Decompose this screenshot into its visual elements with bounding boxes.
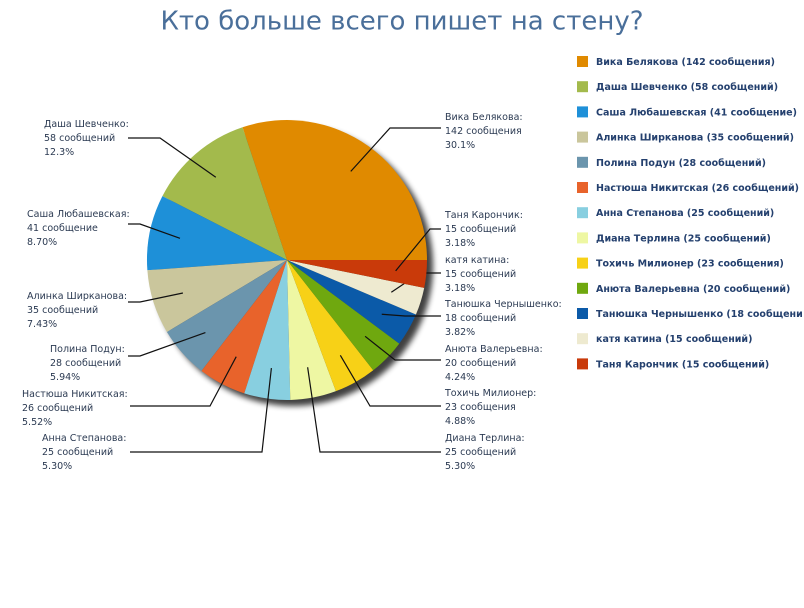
pie-slice xyxy=(287,260,416,344)
slice-label-count: 35 сообщений xyxy=(27,305,98,316)
legend-label: Анюта Валерьевна (20 сообщений) xyxy=(596,284,790,295)
leader-line xyxy=(395,228,441,272)
slice-label-name: Вика Белякова: xyxy=(445,112,523,123)
slice-label-percent: 5.52% xyxy=(22,417,52,428)
pie-slice xyxy=(287,260,374,392)
legend-swatch xyxy=(577,56,588,67)
slice-label-name: Настюша Никитская: xyxy=(22,389,128,400)
legend-swatch xyxy=(577,106,588,118)
slice-label-count: 26 сообщений xyxy=(22,403,93,414)
leader-line xyxy=(128,137,217,178)
legend-swatch xyxy=(577,182,588,193)
legend-swatch xyxy=(577,81,588,93)
slice-label-count: 58 сообщений xyxy=(44,133,115,144)
slice-label-percent: 5.30% xyxy=(42,461,72,472)
slice-label-name: Полина Подун: xyxy=(50,344,125,355)
slice-label-percent: 5.94% xyxy=(50,372,80,383)
pie-slice xyxy=(287,260,425,315)
slice-label-percent: 8.70% xyxy=(27,237,57,248)
pie-slice xyxy=(242,120,427,260)
leader-line xyxy=(364,335,441,361)
slice-label-count: 15 сообщений xyxy=(445,224,516,235)
slice-label-count: 25 сообщений xyxy=(42,447,113,458)
slice-label-count: 142 сообщения xyxy=(445,126,522,137)
legend-label: Танюшка Чернышенко (18 сообщени xyxy=(596,309,803,320)
legend-swatch xyxy=(577,232,588,244)
legend-label: Анна Степанова (25 сообщений) xyxy=(596,208,774,219)
legend-swatch xyxy=(577,308,588,319)
legend-label: Тохичь Милионер (23 сообщения) xyxy=(596,259,784,270)
pie-slice xyxy=(201,260,287,394)
leader-line xyxy=(381,313,441,317)
pie-slice xyxy=(287,260,400,371)
legend-label: Полина Подун (28 сообщений) xyxy=(596,158,766,169)
pie-slice xyxy=(244,260,291,400)
legend-swatch xyxy=(577,358,588,370)
legend-label: Настюша Никитская (26 сообщений) xyxy=(596,183,799,194)
slice-label-percent: 3.18% xyxy=(445,283,475,294)
slice-label-percent: 3.82% xyxy=(445,327,475,338)
pie-slice xyxy=(287,260,336,400)
slice-label-percent: 5.30% xyxy=(445,461,475,472)
slice-label-count: 15 сообщений xyxy=(445,269,516,280)
leader-line xyxy=(128,332,206,357)
pie-slice xyxy=(162,127,287,260)
legend-swatch xyxy=(577,207,588,219)
legend-label: Даша Шевченко (58 сообщений) xyxy=(596,82,778,93)
slice-label-count: 18 сообщений xyxy=(445,313,516,324)
legend-swatch xyxy=(577,333,588,345)
slice-label-percent: 4.24% xyxy=(445,372,475,383)
slice-label-name: катя катина: xyxy=(445,255,509,266)
legend-label: Саша Любашевская (41 сообщение) xyxy=(596,107,797,118)
leader-line xyxy=(128,292,184,303)
chart-title: Кто больше всего пишет на стену? xyxy=(160,7,643,37)
slice-label-name: Саша Любашевская: xyxy=(27,209,130,220)
legend-swatch xyxy=(577,282,588,294)
slice-label-name: Диана Терлина: xyxy=(445,433,525,444)
slice-label-name: Даша Шевченко: xyxy=(44,119,129,130)
leader-line xyxy=(307,367,441,453)
slice-label-count: 41 сообщение xyxy=(27,223,98,234)
pie-slice xyxy=(147,196,287,271)
slice-label-name: Алинка Ширканова: xyxy=(27,291,127,302)
legend-swatch xyxy=(577,156,588,168)
legend-swatch xyxy=(577,131,588,143)
slice-label-percent: 12.3% xyxy=(44,147,74,158)
leader-line xyxy=(128,223,181,239)
legend-label: Алинка Ширканова (35 сообщений) xyxy=(596,133,794,144)
legend-label: Диана Терлина (25 сообщений) xyxy=(596,233,771,244)
slice-label-count: 25 сообщений xyxy=(445,447,516,458)
slice-label-name: Анна Степанова: xyxy=(42,433,126,444)
leader-line xyxy=(350,127,441,172)
legend-label: Вика Белякова (142 сообщения) xyxy=(596,57,775,68)
legend-label: Таня Карончик (15 сообщений) xyxy=(596,359,769,370)
slice-label-count: 23 сообщения xyxy=(445,402,516,413)
slice-label-name: Таня Карончик: xyxy=(444,210,523,221)
pie-slice xyxy=(166,260,287,371)
slice-label-percent: 7.43% xyxy=(27,319,57,330)
leader-line xyxy=(130,368,272,453)
pie-slice xyxy=(287,260,427,288)
legend-swatch xyxy=(577,257,588,269)
slice-label-count: 28 сообщений xyxy=(50,358,121,369)
pie-slice xyxy=(147,260,287,333)
leader-line xyxy=(339,354,441,407)
slice-label-percent: 30.1% xyxy=(445,140,475,151)
slice-label-count: 20 сообщений xyxy=(445,358,516,369)
slice-label-percent: 4.88% xyxy=(445,416,475,427)
slice-label-percent: 3.18% xyxy=(445,238,475,249)
slice-label-name: Тохичь Милионер: xyxy=(444,388,536,399)
slice-label-name: Анюта Валерьевна: xyxy=(445,344,543,355)
slice-label-name: Танюшка Чернышенко: xyxy=(444,299,562,310)
leader-line xyxy=(130,356,237,407)
legend-label: катя катина (15 сообщений) xyxy=(596,334,752,345)
